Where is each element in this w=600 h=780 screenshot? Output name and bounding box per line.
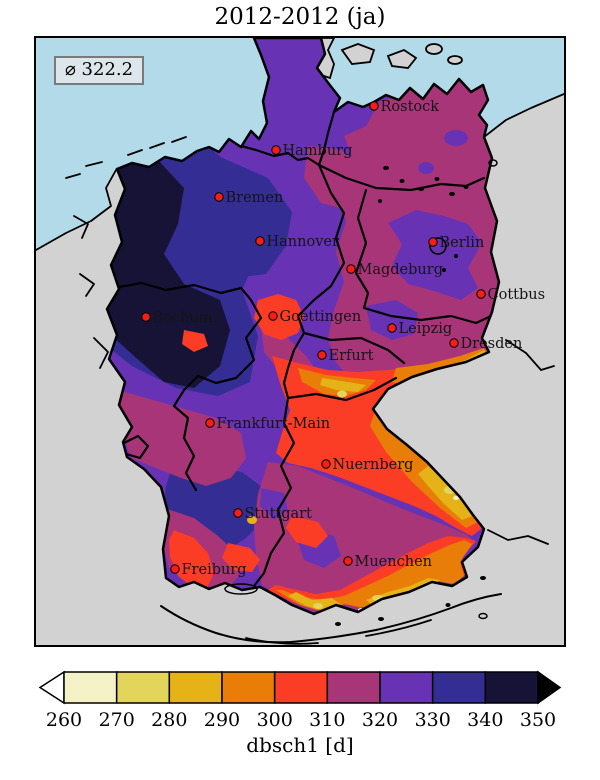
city-marker-magdeburg: Magdeburg <box>346 262 443 278</box>
city-dot-icon <box>449 338 459 348</box>
city-dot-icon <box>369 101 379 111</box>
city-marker-bremen: Bremen <box>214 190 284 206</box>
colorbar-tick: 350 <box>520 709 556 731</box>
city-marker-erfurt: Erfurt <box>317 348 374 364</box>
city-marker-rostock: Rostock <box>369 99 440 115</box>
city-dot-icon <box>205 418 215 428</box>
colorbar-label: dbsch1 [d] <box>246 733 354 757</box>
colorbar-tick: 280 <box>151 709 187 731</box>
colorbar-tick: 320 <box>362 709 398 731</box>
colorbar-tick: 290 <box>204 709 240 731</box>
colorbar-segment <box>484 671 539 704</box>
colorbar-tick: 330 <box>415 709 451 731</box>
city-label: Dresden <box>461 336 523 352</box>
city-label: Nuernberg <box>333 457 414 473</box>
colorbar-tick: 270 <box>99 709 135 731</box>
city-label: Bremen <box>226 190 284 206</box>
city-label: Magdeburg <box>358 262 443 278</box>
lagoon <box>488 159 498 167</box>
lake-specks <box>378 166 469 272</box>
city-marker-bochum: Bochum <box>141 310 213 326</box>
alpine-lakes <box>335 576 486 626</box>
city-dot-icon <box>476 289 486 299</box>
colorbar-segment <box>431 671 487 704</box>
colorbar-segment <box>221 671 276 704</box>
colorbar-segment <box>273 671 329 704</box>
lake-constance <box>224 583 258 595</box>
map-frame: Rostock Hamburg Bremen Hannover Berlin M… <box>34 36 566 647</box>
state-borders <box>112 110 493 588</box>
city-label: Frankfurt-Main <box>217 416 331 432</box>
city-dot-icon <box>343 556 353 566</box>
city-label: Stuttgart <box>245 506 313 522</box>
city-label: Goettingen <box>280 309 362 325</box>
city-dot-icon <box>255 236 265 246</box>
colorbar-segment <box>326 671 381 704</box>
colorbar-segment <box>63 671 118 704</box>
city-marker-frankfurt-main: Frankfurt-Main <box>205 416 331 432</box>
germany-outline <box>105 38 501 616</box>
city-label: Rostock <box>381 99 440 115</box>
colorbar-segment <box>379 671 434 704</box>
city-marker-stuttgart: Stuttgart <box>233 506 313 522</box>
city-marker-nuernberg: Nuernberg <box>321 457 414 473</box>
frisian-islands <box>65 136 187 179</box>
lake-chiemsee <box>478 612 488 620</box>
foreign-borders <box>73 215 555 645</box>
city-label: Muenchen <box>355 554 432 570</box>
city-label: Erfurt <box>329 348 374 364</box>
city-dot-icon <box>428 237 438 247</box>
city-marker-berlin: Berlin <box>428 235 485 251</box>
poland-coastline <box>483 93 564 138</box>
colorbar-over-arrow <box>537 670 562 705</box>
city-label: Bochum <box>153 310 213 326</box>
city-marker-hannover: Hannover <box>255 234 339 250</box>
city-marker-dresden: Dresden <box>449 336 523 352</box>
city-label: Cottbus <box>488 287 546 303</box>
city-label: Freiburg <box>182 562 247 578</box>
city-dot-icon <box>271 145 281 155</box>
city-dot-icon <box>317 350 327 360</box>
city-dot-icon <box>387 323 397 333</box>
colorbar-segment <box>115 671 171 704</box>
city-label: Leipzig <box>399 321 453 337</box>
city-dot-icon <box>346 264 356 274</box>
colorbar-tick: 340 <box>467 709 503 731</box>
city-dot-icon <box>321 459 331 469</box>
city-marker-cottbus: Cottbus <box>476 287 546 303</box>
mean-value-text: ⌀ 322.2 <box>65 59 134 80</box>
colorbar-under-arrow <box>38 670 65 705</box>
city-label: Hannover <box>267 234 339 250</box>
city-marker-leipzig: Leipzig <box>387 321 453 337</box>
city-marker-hamburg: Hamburg <box>271 143 353 159</box>
city-marker-goettingen: Goettingen <box>268 309 362 325</box>
colorbar-tick: 300 <box>257 709 293 731</box>
mean-value-box: ⌀ 322.2 <box>54 56 145 85</box>
city-label: Berlin <box>440 235 485 251</box>
city-dot-icon <box>268 311 278 321</box>
germany-map: Rostock Hamburg Bremen Hannover Berlin M… <box>36 38 564 645</box>
city-dot-icon <box>214 192 224 202</box>
city-dot-icon <box>233 508 243 518</box>
colorbar: 260 270 280 290 300 310 320 330 340 350 <box>38 670 562 731</box>
city-dot-icon <box>141 312 151 322</box>
netherlands-coastline <box>36 169 117 251</box>
colorbar-tick: 310 <box>309 709 345 731</box>
city-dot-icon <box>170 564 180 574</box>
figure-title: 2012-2012 (ja) <box>214 4 386 30</box>
sea <box>36 38 564 250</box>
city-marker-muenchen: Muenchen <box>343 554 432 570</box>
city-markers: Rostock Hamburg Bremen Hannover Berlin M… <box>141 99 546 578</box>
city-marker-freiburg: Freiburg <box>170 562 247 578</box>
colorbar-segment <box>168 671 223 704</box>
city-label: Hamburg <box>283 143 353 159</box>
colorbar-tick: 260 <box>46 709 82 731</box>
